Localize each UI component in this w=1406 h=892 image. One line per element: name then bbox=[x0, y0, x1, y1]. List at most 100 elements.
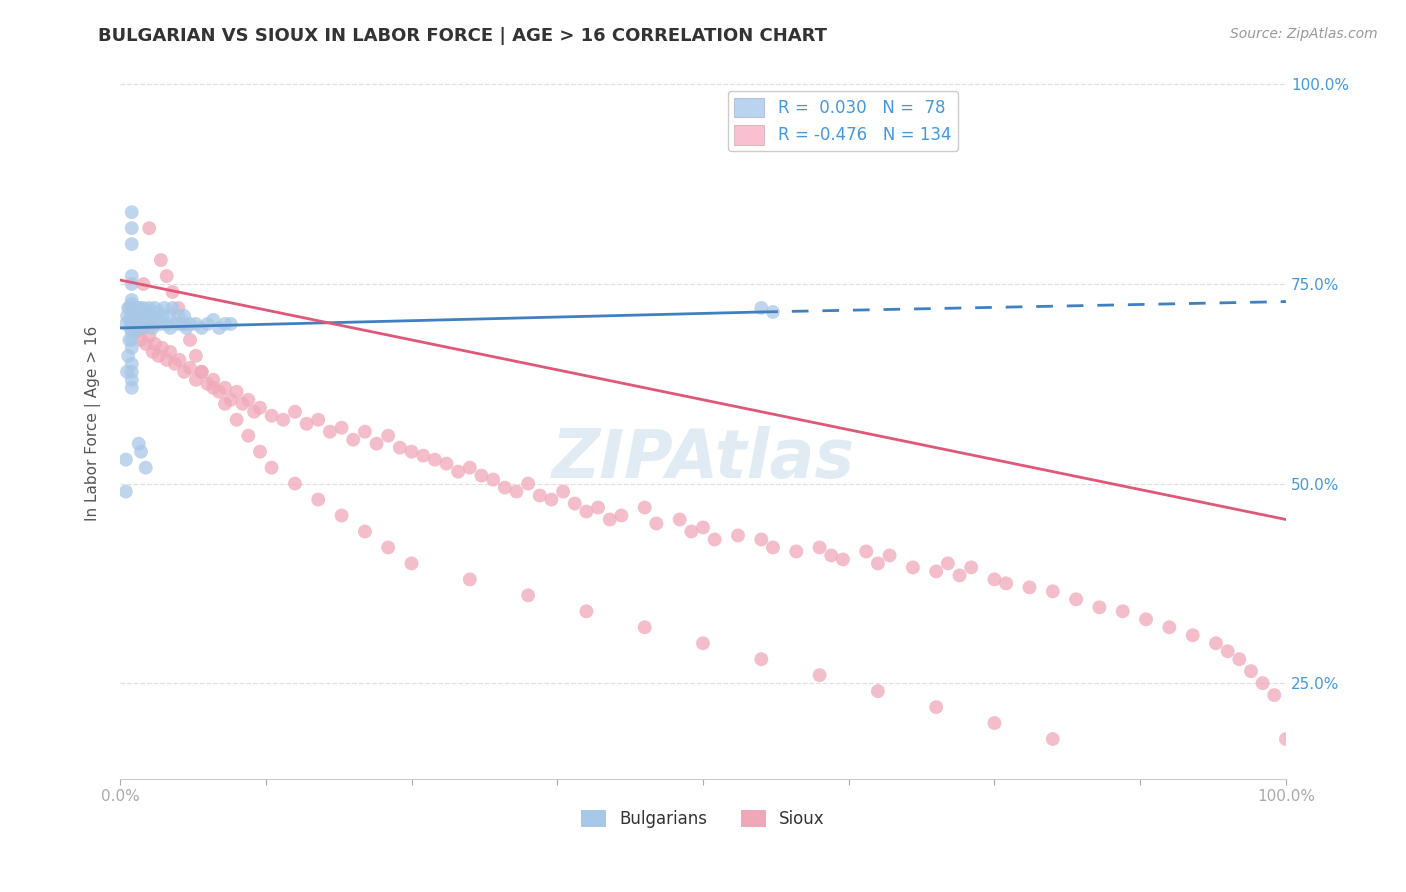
Point bbox=[121, 221, 143, 235]
Point bbox=[610, 508, 633, 523]
Point bbox=[167, 301, 190, 315]
Point bbox=[412, 449, 434, 463]
Point bbox=[128, 301, 150, 315]
Point bbox=[170, 317, 193, 331]
Point bbox=[159, 321, 181, 335]
Point bbox=[127, 301, 149, 315]
Point bbox=[470, 468, 492, 483]
Point bbox=[128, 317, 150, 331]
Point bbox=[149, 317, 172, 331]
Point bbox=[925, 565, 948, 579]
Point bbox=[128, 309, 150, 323]
Point bbox=[138, 221, 160, 235]
Point bbox=[129, 444, 152, 458]
Point bbox=[423, 452, 446, 467]
Point bbox=[118, 333, 141, 347]
Point bbox=[219, 392, 242, 407]
Point bbox=[129, 317, 152, 331]
Point bbox=[143, 301, 166, 315]
Point bbox=[129, 333, 152, 347]
Text: Source: ZipAtlas.com: Source: ZipAtlas.com bbox=[1230, 27, 1378, 41]
Point bbox=[179, 317, 201, 331]
Point bbox=[785, 544, 807, 558]
Point bbox=[128, 436, 150, 450]
Point bbox=[197, 317, 219, 331]
Point bbox=[173, 317, 195, 331]
Point bbox=[159, 344, 181, 359]
Point bbox=[1251, 676, 1274, 690]
Point bbox=[231, 397, 253, 411]
Point bbox=[173, 309, 195, 323]
Point bbox=[925, 700, 948, 714]
Point bbox=[115, 317, 138, 331]
Point bbox=[634, 500, 657, 515]
Point bbox=[122, 301, 145, 315]
Point bbox=[458, 460, 481, 475]
Point bbox=[1088, 600, 1111, 615]
Point bbox=[458, 573, 481, 587]
Point bbox=[169, 352, 191, 367]
Point bbox=[184, 317, 207, 331]
Y-axis label: In Labor Force | Age > 16: In Labor Force | Age > 16 bbox=[86, 326, 101, 521]
Point bbox=[505, 484, 527, 499]
Point bbox=[121, 325, 143, 339]
Point bbox=[564, 497, 586, 511]
Point bbox=[879, 549, 901, 563]
Point bbox=[330, 420, 353, 434]
Point bbox=[214, 397, 236, 411]
Point bbox=[121, 277, 143, 291]
Point bbox=[143, 317, 166, 331]
Text: BULGARIAN VS SIOUX IN LABOR FORCE | AGE > 16 CORRELATION CHART: BULGARIAN VS SIOUX IN LABOR FORCE | AGE … bbox=[98, 27, 827, 45]
Point bbox=[866, 684, 889, 698]
Point bbox=[122, 313, 145, 327]
Point bbox=[762, 305, 785, 319]
Point bbox=[176, 321, 198, 335]
Point bbox=[135, 317, 157, 331]
Point bbox=[307, 413, 329, 427]
Point bbox=[749, 301, 772, 315]
Point bbox=[163, 357, 186, 371]
Point bbox=[243, 405, 266, 419]
Point bbox=[138, 317, 160, 331]
Point bbox=[366, 436, 388, 450]
Point bbox=[1042, 731, 1064, 746]
Point bbox=[121, 373, 143, 387]
Point bbox=[668, 512, 690, 526]
Point bbox=[165, 317, 187, 331]
Point bbox=[156, 352, 179, 367]
Point bbox=[121, 357, 143, 371]
Point bbox=[494, 481, 516, 495]
Point bbox=[184, 373, 207, 387]
Point bbox=[202, 381, 225, 395]
Point bbox=[132, 277, 155, 291]
Point bbox=[134, 309, 156, 323]
Point bbox=[330, 508, 353, 523]
Point bbox=[983, 573, 1005, 587]
Point bbox=[866, 557, 889, 571]
Point bbox=[142, 321, 165, 335]
Point bbox=[401, 557, 423, 571]
Point bbox=[260, 460, 283, 475]
Point bbox=[121, 317, 143, 331]
Point bbox=[125, 325, 148, 339]
Point bbox=[143, 337, 166, 351]
Point bbox=[820, 549, 842, 563]
Point bbox=[727, 528, 749, 542]
Point bbox=[122, 309, 145, 323]
Point bbox=[388, 441, 411, 455]
Point bbox=[960, 560, 983, 574]
Point bbox=[225, 384, 247, 399]
Point bbox=[681, 524, 703, 539]
Point bbox=[121, 205, 143, 219]
Point bbox=[138, 329, 160, 343]
Point bbox=[150, 309, 173, 323]
Point bbox=[271, 413, 294, 427]
Point bbox=[122, 321, 145, 335]
Point bbox=[1159, 620, 1181, 634]
Point bbox=[260, 409, 283, 423]
Point bbox=[121, 305, 143, 319]
Point bbox=[284, 476, 307, 491]
Point bbox=[167, 309, 190, 323]
Point bbox=[1263, 688, 1285, 702]
Point bbox=[808, 541, 831, 555]
